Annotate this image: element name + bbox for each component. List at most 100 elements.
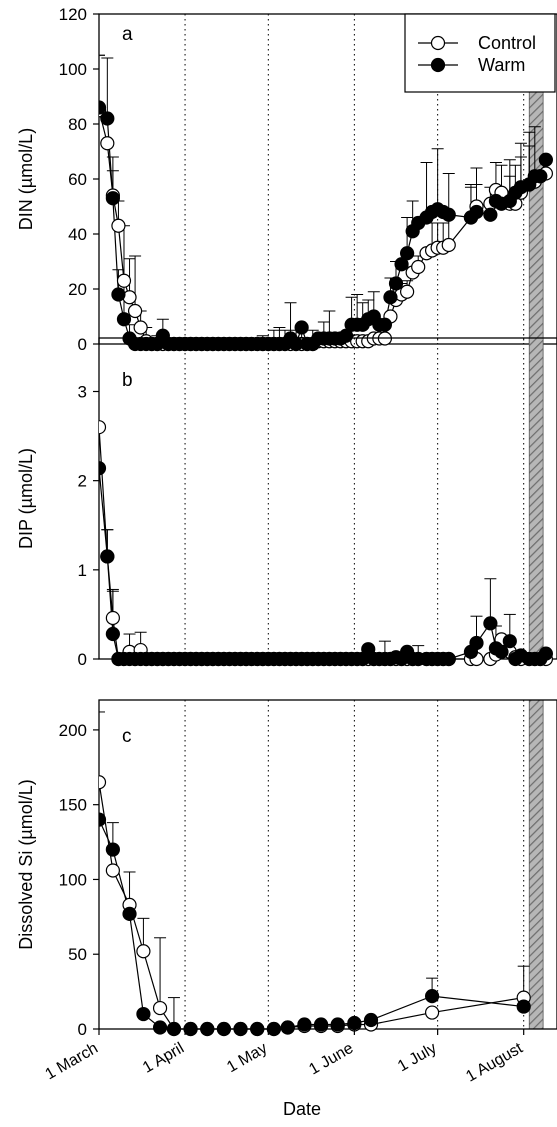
- warm-data-point: [105, 626, 120, 642]
- shaded-period-band: [528, 337, 544, 660]
- y-axis-title: Dissolved Si (µmol/L): [16, 779, 36, 949]
- control-data-point: [105, 610, 120, 626]
- control-data-point: [411, 259, 426, 275]
- warm-series-line: [99, 819, 524, 1030]
- y-tick-label: 120: [59, 5, 87, 24]
- warm-data-point: [502, 634, 517, 649]
- warm-data-point: [441, 207, 456, 222]
- legend-control-marker: [430, 35, 446, 51]
- warm-series-line: [99, 107, 547, 346]
- warm-data-point: [483, 616, 498, 631]
- control-data-point: [400, 284, 415, 299]
- warm-data-point: [116, 312, 132, 327]
- warm-data-point: [441, 651, 456, 667]
- control-data-point: [441, 237, 456, 253]
- y-tick-label: 60: [68, 170, 87, 189]
- shaded-period-band: [528, 699, 544, 1030]
- warm-data-point: [105, 191, 120, 206]
- series-group: [99, 337, 553, 667]
- x-tick-label: 1 August: [463, 1039, 526, 1085]
- control-data-point: [105, 863, 120, 878]
- warm-data-point: [538, 152, 553, 167]
- plot-frame: [98, 337, 557, 660]
- warm-data-point: [250, 1021, 265, 1037]
- warm-data-point: [122, 906, 137, 921]
- warm-data-point: [538, 646, 553, 661]
- x-tick-label: 1 March: [42, 1040, 101, 1084]
- control-data-point: [99, 420, 107, 435]
- control-data-point: [99, 775, 107, 790]
- x-tick-label: 1 July: [395, 1040, 440, 1076]
- y-tick-label: 1: [78, 561, 87, 580]
- warm-data-point: [424, 988, 440, 1004]
- control-series-line: [99, 427, 546, 661]
- y-tick-label: 2: [78, 472, 87, 491]
- dissolved-si-panel: 0 50 100 150 200 Dissolved Si (µmol/L) c: [16, 699, 557, 1039]
- x-tick-label: 1 April: [140, 1040, 187, 1077]
- warm-data-point: [183, 1021, 198, 1037]
- warm-data-point: [99, 812, 107, 827]
- warm-data-point: [294, 320, 309, 335]
- legend-warm-label: Warm: [478, 55, 525, 75]
- warm-data-point: [136, 1006, 151, 1022]
- legend-control-label: Control: [478, 33, 536, 53]
- warm-data-point: [216, 1021, 232, 1037]
- warm-data-point: [100, 111, 115, 126]
- warm-data-point: [469, 635, 484, 651]
- warm-data-point: [516, 999, 531, 1014]
- series-group: [99, 54, 553, 352]
- y-axis-title: DIP (µmol/L): [16, 448, 36, 549]
- control-data-point: [424, 1005, 440, 1020]
- warm-data-point: [377, 317, 393, 332]
- y-axis-title: DIN (µmol/L): [16, 128, 36, 230]
- date-axis: 1 March 1 April 1 May 1 June 1 July 1 August: [42, 1029, 526, 1086]
- warm-data-point: [166, 1021, 182, 1037]
- warm-data-point: [330, 1017, 345, 1032]
- y-tick-label: 200: [59, 721, 87, 740]
- y-tick-label: 80: [68, 115, 87, 134]
- x-tick-label: 1 May: [224, 1040, 270, 1077]
- y-tick-label: 100: [59, 60, 87, 79]
- x-axis-title: Date: [283, 1099, 321, 1119]
- dip-panel: 0 1 2 3 DIP (µmol/L) b: [16, 337, 557, 669]
- y-tick-label: 3: [78, 383, 87, 402]
- warm-data-point: [469, 204, 484, 220]
- control-series-line: [99, 110, 547, 345]
- warm-data-point: [233, 1021, 248, 1037]
- control-series-line: [99, 782, 524, 1030]
- warm-data-point: [280, 1020, 295, 1035]
- warm-data-point: [111, 287, 126, 302]
- legend-warm-marker: [430, 57, 446, 73]
- warm-data-point: [100, 549, 115, 564]
- panel-letter: c: [122, 726, 132, 747]
- warm-data-point: [394, 257, 409, 272]
- y-tick-label: 0: [78, 335, 87, 354]
- legend-box: [404, 13, 556, 93]
- warm-data-point: [494, 644, 509, 659]
- din-panel: 0 20 40 60 80 100 120 DIN (µmol/L) a: [16, 5, 557, 354]
- control-data-point: [127, 303, 143, 319]
- panel-letter: a: [122, 24, 133, 45]
- warm-data-point: [152, 1020, 168, 1035]
- warm-data-point: [200, 1021, 215, 1037]
- warm-data-point: [363, 1012, 379, 1028]
- control-data-point: [100, 136, 115, 151]
- control-data-point: [152, 1000, 168, 1016]
- warm-data-point: [483, 207, 498, 222]
- y-tick-label: 100: [59, 870, 87, 889]
- warm-data-point: [347, 1015, 362, 1031]
- panel-letter: b: [122, 370, 133, 391]
- control-data-point: [111, 218, 126, 233]
- y-tick-label: 20: [68, 280, 87, 299]
- warm-data-point: [105, 842, 120, 857]
- warm-data-point: [297, 1017, 312, 1032]
- y-tick-label: 50: [68, 945, 87, 964]
- warm-data-point: [99, 100, 107, 115]
- control-data-point: [133, 320, 148, 335]
- plot-frame: [98, 699, 557, 1030]
- y-tick-label: 40: [68, 225, 87, 244]
- legend: Control Warm: [404, 13, 556, 93]
- control-data-point: [116, 273, 132, 288]
- warm-data-point: [338, 328, 354, 343]
